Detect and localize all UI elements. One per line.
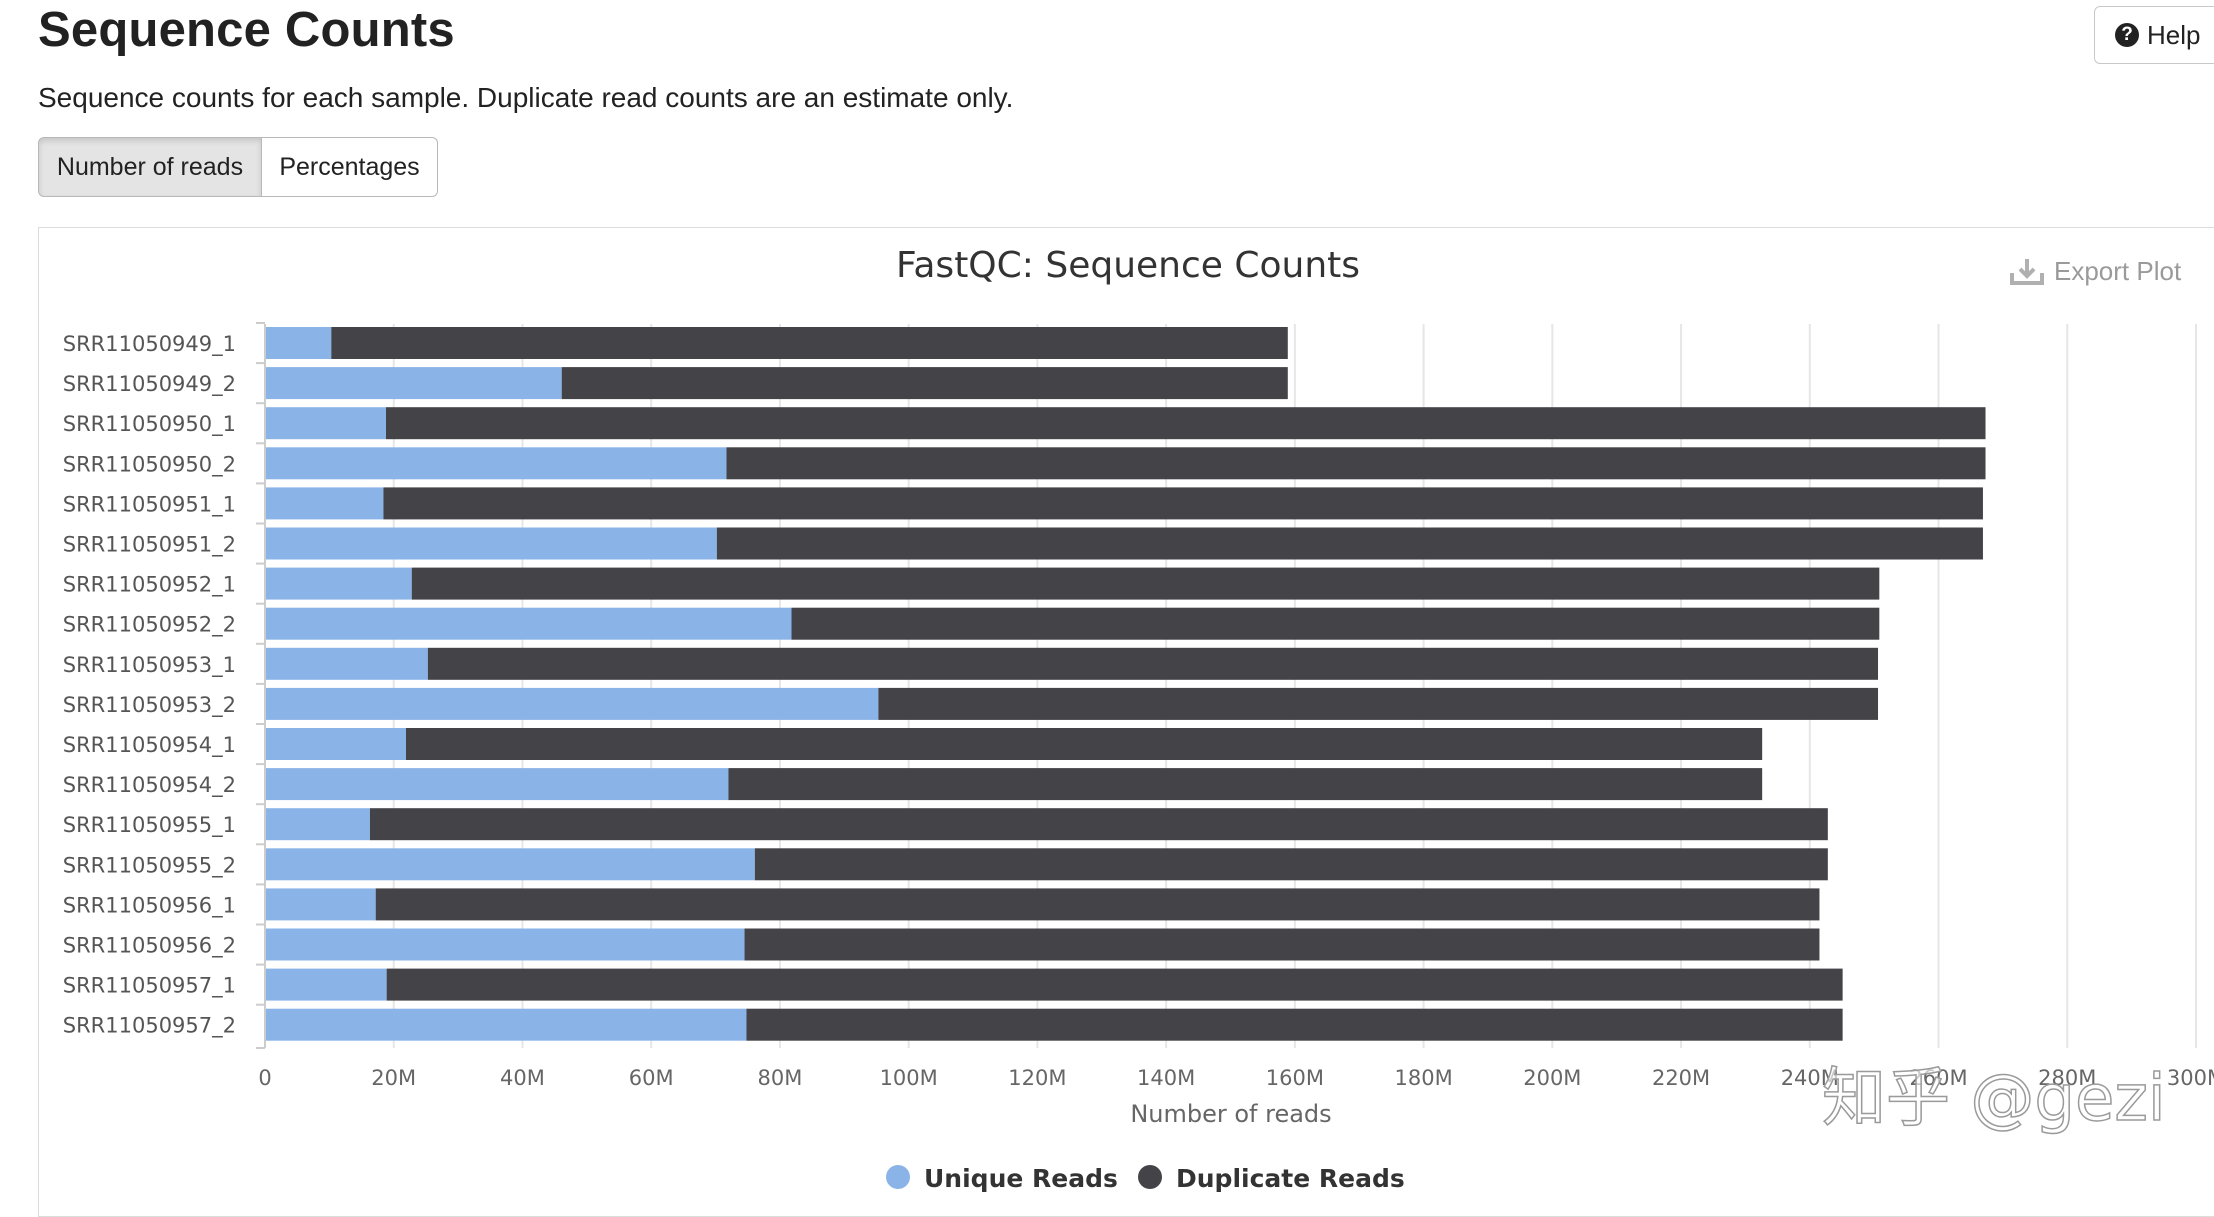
question-circle-icon: ? [2115,23,2139,47]
bar-duplicate-reads[interactable] [369,808,1828,841]
bar-duplicate-reads[interactable] [726,447,1986,480]
bar-unique-reads[interactable] [265,848,755,881]
x-tick-label: 280M [2038,1066,2096,1090]
legend-unique-label[interactable]: Unique Reads [924,1164,1118,1193]
y-tick-label: SRR11050954_1 [63,733,236,758]
bar-duplicate-reads[interactable] [728,768,1763,801]
help-label: Help [2147,19,2201,50]
bar-unique-reads[interactable] [265,487,384,520]
legend: Unique Reads Duplicate Reads [886,1164,1405,1193]
bar-unique-reads[interactable] [265,968,387,1001]
x-tick-label: 20M [371,1066,416,1090]
view-toggle: Number of reads Percentages [38,137,438,197]
bar-group [265,327,1986,1041]
bar-unique-reads[interactable] [265,768,729,801]
chart-title: FastQC: Sequence Counts [896,245,1360,286]
x-tick-label: 300M [2167,1066,2214,1090]
bar-unique-reads[interactable] [265,687,879,720]
bar-duplicate-reads[interactable] [716,527,1983,560]
number-of-reads-button[interactable]: Number of reads [38,137,262,197]
y-tick-label: SRR11050956_1 [63,893,236,918]
download-icon [2010,258,2044,285]
y-tick-label: SRR11050949_2 [63,372,236,397]
bar-duplicate-reads[interactable] [561,367,1288,400]
x-tick-label: 140M [1137,1066,1195,1090]
y-tick-label: SRR11050955_1 [63,813,236,838]
percentages-button[interactable]: Percentages [262,137,438,197]
x-tick-label: 200M [1523,1066,1581,1090]
y-tick-label: SRR11050950_1 [63,412,236,437]
bar-unique-reads[interactable] [265,527,717,560]
legend-duplicate-label[interactable]: Duplicate Reads [1176,1164,1405,1193]
x-tick-label: 160M [1266,1066,1324,1090]
bar-duplicate-reads[interactable] [791,607,1880,640]
legend-unique-marker [886,1165,910,1189]
bar-duplicate-reads[interactable] [754,848,1828,881]
x-tick-label: 0 [258,1066,271,1090]
bar-duplicate-reads[interactable] [383,487,1983,520]
y-tick-label: SRR11050949_1 [63,332,236,357]
bar-duplicate-reads[interactable] [405,728,1763,760]
y-tick-label: SRR11050951_1 [63,492,236,517]
watermark: 知乎 @gezi [1822,1062,2166,1136]
y-tick-label: SRR11050953_2 [63,693,236,718]
bar-unique-reads[interactable] [265,1008,747,1041]
bar-unique-reads[interactable] [265,607,792,640]
y-tick-label: SRR11050957_1 [63,974,236,999]
y-tick-label: SRR11050954_2 [63,773,236,798]
y-tick-label: SRR11050957_2 [63,1014,236,1039]
x-tick-label: 180M [1394,1066,1452,1090]
export-plot-label: Export Plot [2054,256,2182,286]
bar-unique-reads[interactable] [265,728,406,760]
y-tick-label: SRR11050951_2 [63,533,236,558]
x-tick-label: 240M [1781,1066,1839,1090]
export-plot-button[interactable]: Export Plot [2010,256,2181,287]
y-tick-label: SRR11050952_1 [63,573,236,598]
bar-duplicate-reads[interactable] [427,647,1879,680]
legend-duplicate-marker [1138,1165,1162,1189]
y-tick-label: SRR11050955_2 [63,853,236,878]
x-tick-label: 220M [1652,1066,1710,1090]
x-tick-label: 100M [880,1066,938,1090]
bar-unique-reads[interactable] [265,367,562,400]
bar-duplicate-reads[interactable] [878,687,1879,720]
y-tick-label: SRR11050952_2 [63,613,236,638]
bar-duplicate-reads[interactable] [386,407,1986,440]
help-button[interactable]: ? Help [2094,6,2214,64]
x-tick-label: 260M [1909,1066,1967,1090]
bar-unique-reads[interactable] [265,407,387,440]
bar-duplicate-reads[interactable] [386,968,1843,1001]
bar-duplicate-reads[interactable] [411,567,1880,600]
x-tick-label: 80M [758,1066,803,1090]
bar-duplicate-reads[interactable] [746,1008,1843,1041]
bar-unique-reads[interactable] [265,808,370,841]
axes: 0 20M 40M 60M 80M 100M 120M 140M 160M 180M 200M 220… [63,322,2214,1090]
bar-duplicate-reads[interactable] [744,928,1820,961]
x-tick-label: 60M [629,1066,674,1090]
y-tick-label: SRR11050956_2 [63,934,236,959]
y-tick-label: SRR11050953_1 [63,653,236,678]
bar-unique-reads[interactable] [265,447,727,480]
y-tick-label: SRR11050950_2 [63,452,236,477]
bar-unique-reads[interactable] [265,928,745,961]
bar-unique-reads[interactable] [265,327,332,359]
page-subtitle: Sequence counts for each sample. Duplica… [38,82,1014,113]
bar-duplicate-reads[interactable] [331,327,1288,359]
bar-duplicate-reads[interactable] [375,888,1820,921]
grid-lines [392,324,2197,1048]
x-tick-label: 40M [500,1066,545,1090]
bar-unique-reads[interactable] [265,567,412,600]
x-axis-title: Number of reads [1130,1100,1331,1128]
x-tick-label: 120M [1008,1066,1066,1090]
bar-unique-reads[interactable] [265,888,376,921]
page-title: Sequence Counts [38,3,455,57]
bar-unique-reads[interactable] [265,647,428,680]
